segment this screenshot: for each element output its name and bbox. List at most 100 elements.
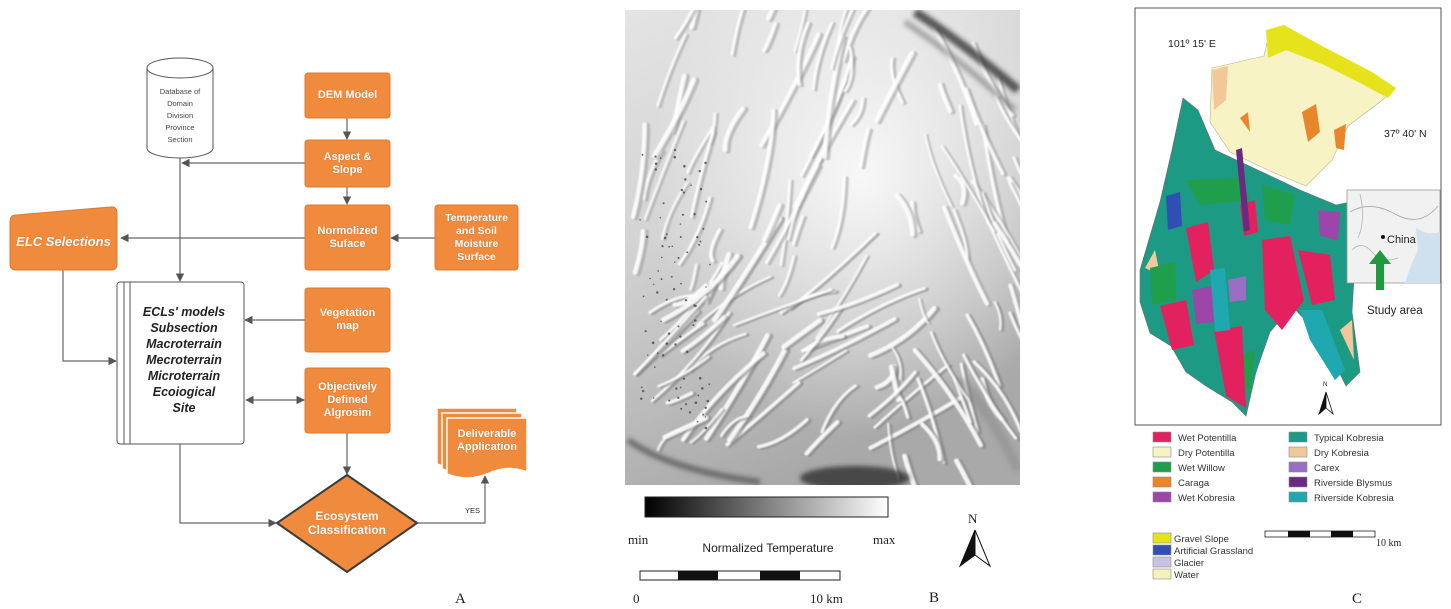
hillshade-ridge-light [665,391,694,405]
hillshade-ridge-light [992,221,1020,267]
hillshade-ridge-shadow [692,131,718,220]
legend-swatch [1288,446,1308,458]
region-dry-kobresia [1212,66,1228,110]
hillshade-ridge-shadow [823,385,861,435]
hillshade-ridge-light [722,106,745,152]
hillshade-ridge-light [889,57,904,104]
hillshade-ridge-light [994,95,1020,141]
stipple-dot [663,236,667,240]
stipple-dot [690,184,692,186]
stipple-dot [698,243,701,246]
hillshade-ridge-light [703,333,770,441]
hillshade-ridge-light [942,205,989,306]
ecl-models-line: Macroterrain [146,337,222,351]
elc-selections-shape [9,206,118,271]
hillshade-ridge-shadow [714,216,786,324]
database-text-line: Database of [160,87,201,96]
stipple-dot [660,320,662,322]
stipple-dot [642,389,645,393]
hillshade-ridge-shadow [706,333,774,443]
hillshade-ridge-light [894,193,915,237]
hillshade-ridge-shadow [635,229,649,277]
hillshade-ridge-shadow [768,10,779,23]
stipple-dot [659,216,662,219]
hillshade-ridge-shadow [659,356,713,389]
region-typical-kobresia [1139,97,1361,417]
normalized-surface-label: Normolized Suface [317,224,378,250]
legend-label: Glacier [1174,558,1204,569]
hillshade-ridge-shadow [654,77,700,160]
hillshade-ridge-light [726,347,788,443]
stipple-dot [679,335,682,338]
hillshade-ridge-light [781,318,823,350]
database-text-line: Division [167,111,193,120]
hillshade-ridge-light [902,453,917,485]
stipple-dot [698,377,702,380]
region-artificial-grassland [1166,192,1182,230]
ecl-models-line: Subsection [150,321,218,335]
hillshade-ridge-shadow [1010,284,1020,319]
stipple-dot [693,304,696,307]
hillshade-ridge-shadow [940,82,956,115]
hillshade-ridge-shadow [725,106,749,154]
hillshade-ridge-light [868,396,962,450]
hillshade-ridge-light [730,10,744,56]
arrow-classification-to-deliverable [417,475,490,524]
legend-label: Caraga [1178,478,1210,489]
region-wet-potentilla [1214,326,1246,408]
legend: Wet Potentilla Dry Potentilla Wet Willow… [1152,431,1394,504]
stipple-dot [684,178,687,181]
hillshade-ridge-light [791,215,804,246]
database-icon [146,57,214,159]
hillshade-ridge-light [779,179,791,267]
hillshade-ridge-light [849,97,864,126]
stipple-dot [681,213,685,216]
aspect-slope-label: Aspect & Slope [323,150,372,176]
vegetation-map-label: Vegetation map [319,307,376,332]
stipple-dot [667,332,671,335]
stipple-dot [672,288,676,291]
hillshade-ridge-shadow [806,420,843,458]
legend-label: Artificial Grassland [1174,546,1253,557]
hillshade-ridge-light [633,295,707,376]
ecosystem-classification-label: Ecosystem Classification [307,509,387,537]
legend-label: Dry Potentilla [1178,448,1235,459]
stipple-dot [662,202,665,205]
legend-swatch [1288,431,1308,443]
stipple-dot [705,200,708,203]
legend-label: Wet Potentilla [1178,433,1237,444]
hillshade-ridge-shadow [798,22,813,88]
hillshade-ridge-light [651,77,697,159]
hillshade-ridge-shadow [876,364,953,430]
panel-a-label: A [455,591,466,607]
hillshade-ridge-light [873,363,950,429]
stipple-dot [671,245,674,248]
legend-swatch [1152,461,1172,473]
stipple-dot [699,240,702,243]
hillshade-ridge-light [673,10,694,40]
hillshade-ridge-light [836,286,926,333]
inset-locator-map [1346,189,1441,290]
hillshade-ridge-light [660,253,740,323]
hillshade-ridge-light [680,315,726,353]
scale-bar-b [639,570,841,581]
ecl-models-box [116,281,245,445]
region-wet-willow [1262,185,1295,225]
stipple-dot [660,278,663,281]
stipple-dot [661,256,663,259]
hillshade-ridge-shadow [814,22,837,92]
ecl-models-line: Mecroterrain [146,353,222,367]
stipple-dot [642,295,645,298]
hillshade-ridge-light [920,422,942,462]
hillshade-ridge-light [918,297,929,324]
stipple-dot [679,235,682,239]
hillshade-ridge-shadow [964,354,1020,442]
aspect-slope-box [304,139,391,188]
legend-swatch [1152,446,1172,458]
hillshade-ridge-light [843,46,853,93]
hillshade-ridge-light [799,306,842,362]
hillshade-ridge-shadow [943,145,998,234]
hillshade-ridge-light [765,164,820,264]
hillshade-ridge-light [672,283,708,308]
hillshade-ridge-shadow [722,415,753,439]
